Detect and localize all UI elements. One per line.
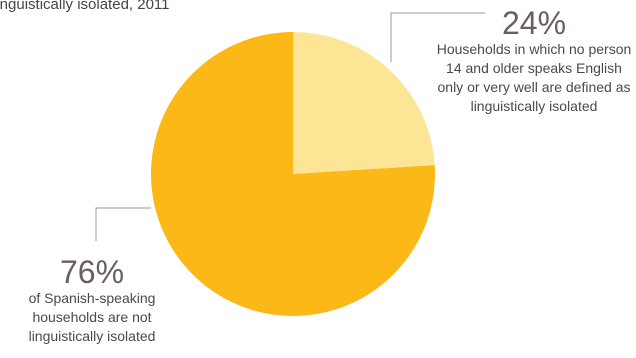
leader-line-isolated: [390, 12, 485, 62]
pie-slice-not-isolated: [151, 32, 435, 316]
leader-line-not-isolated: [95, 207, 151, 241]
slice-label-not-isolated-description: of Spanish-speaking households are not l…: [28, 290, 156, 344]
pie-slices: [151, 32, 435, 316]
slice-label-not-isolated-percent: 76%: [59, 254, 125, 290]
callout-not-isolated: 76% of Spanish-speaking households are n…: [0, 255, 184, 346]
pie-slice-isolated: [293, 32, 435, 174]
slice-label-isolated-percent: 24%: [501, 5, 567, 41]
chart-title: Linguistically isolated, 2011: [0, 0, 170, 13]
slice-label-isolated-description: Households in which no person 14 and old…: [436, 41, 632, 114]
callout-isolated: 24% Households in which no person 14 and…: [434, 6, 634, 116]
